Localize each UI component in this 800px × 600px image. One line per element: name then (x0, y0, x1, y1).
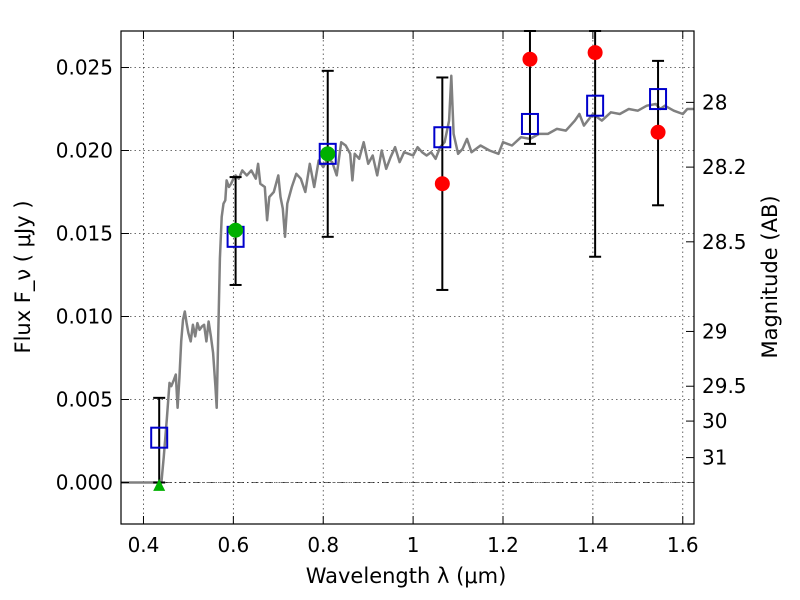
marker-layer (153, 45, 666, 491)
right-axis-label: Magnitude (AB) (758, 195, 782, 358)
x-tick-label: 1.2 (487, 533, 519, 557)
observed-circle (650, 124, 666, 140)
right-tick-label: 28 (702, 90, 727, 114)
y-tick-label: 0.015 (56, 222, 113, 246)
ticks (121, 31, 694, 524)
model-square (520, 112, 539, 135)
model-square (318, 142, 337, 165)
model-square (150, 426, 169, 449)
y-tick-label: 0.000 (56, 471, 113, 495)
x-tick-label: 1.4 (577, 533, 609, 557)
x-tick-label: 1.6 (667, 533, 699, 557)
y-tick-label: 0.025 (56, 56, 113, 80)
right-tick-label: 31 (702, 446, 727, 470)
x-tick-label: 0.8 (307, 533, 339, 557)
right-tick-label: 28.5 (702, 230, 747, 254)
observed-circle (522, 51, 538, 67)
model-square (586, 94, 605, 117)
model-square-layer (150, 88, 668, 449)
plot-frame (120, 30, 695, 525)
detected-circle (320, 146, 336, 162)
right-tick-label: 28.2 (702, 155, 747, 179)
detected-circle (228, 222, 244, 238)
tick-labels: 0.4 0.6 0.8 1 1.2 1.4 1.6 0.000 0.005 0.010 0.015 0… (56, 56, 747, 557)
right-tick-label: 29.5 (702, 374, 747, 398)
y-tick-label: 0.020 (56, 139, 113, 163)
y-tick-label: 0.010 (56, 305, 113, 329)
y-tick-label: 0.005 (56, 388, 113, 412)
right-tick-label: 29 (702, 319, 727, 343)
observed-circle (434, 176, 450, 192)
x-tick-label: 0.4 (128, 533, 160, 557)
right-tick-label: 30 (702, 409, 727, 433)
y-axis-label: Flux F_ν ( μJy ) (11, 200, 36, 353)
x-axis-label: Wavelength λ (μm) (306, 564, 507, 588)
x-tick-label: 1 (407, 533, 420, 557)
model-square (433, 126, 452, 149)
observed-circle (587, 45, 603, 61)
model-square (649, 88, 668, 111)
upper-limit-triangle (153, 478, 166, 491)
x-tick-label: 0.6 (217, 533, 249, 557)
